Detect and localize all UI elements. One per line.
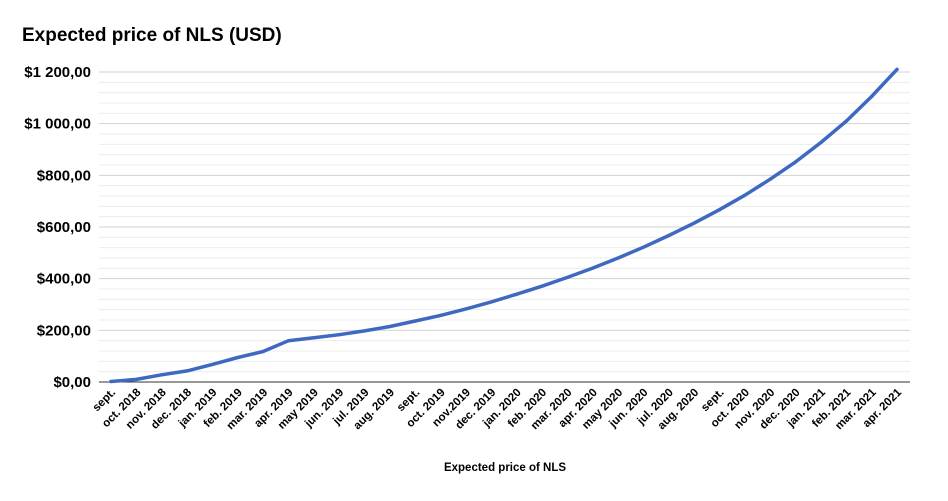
data-point <box>895 67 899 72</box>
data-point <box>236 355 240 360</box>
data-point <box>464 307 468 311</box>
data-point <box>337 333 341 337</box>
data-point <box>743 193 747 197</box>
data-point <box>109 379 113 384</box>
data-point <box>692 221 696 225</box>
data-point <box>515 292 519 296</box>
data-point <box>870 94 874 99</box>
data-point <box>413 319 417 323</box>
data-point <box>768 177 772 181</box>
data-point <box>565 275 569 279</box>
y-tick-label: $400,00 <box>37 271 91 288</box>
series-line <box>109 67 899 384</box>
chart-title: Expected price of NLS (USD) <box>22 25 282 46</box>
data-point <box>793 160 798 164</box>
data-point <box>540 284 544 288</box>
data-point <box>667 233 671 238</box>
data-point <box>160 373 164 377</box>
grid <box>99 71 910 373</box>
data-point <box>489 300 493 304</box>
y-tick-label: $600,00 <box>37 219 91 236</box>
y-tick-label: $200,00 <box>37 322 91 339</box>
data-point <box>312 336 316 340</box>
data-point <box>286 339 291 343</box>
data-point <box>819 140 823 145</box>
data-point <box>185 369 189 373</box>
data-point <box>388 324 392 329</box>
data-point <box>844 119 848 123</box>
data-point <box>134 377 138 382</box>
data-point <box>261 349 265 354</box>
data-point <box>641 245 646 249</box>
x-axis-title: Expected price of NLS <box>444 462 566 474</box>
y-tick-label: $0,00 <box>53 374 91 391</box>
y-tick-label: $1 000,00 <box>24 116 91 133</box>
data-point <box>717 208 722 212</box>
y-tick-label: $1 200,00 <box>24 64 91 81</box>
series-layer <box>109 67 899 384</box>
data-point <box>616 256 620 260</box>
data-point <box>210 362 215 367</box>
data-point <box>439 313 443 317</box>
data-point <box>591 266 595 270</box>
y-tick-label: $800,00 <box>37 167 91 184</box>
data-point <box>362 329 367 333</box>
y-axis: $0,00 $200,00 $400,00 $600,00 $800,00 $1 000,… <box>24 64 91 391</box>
